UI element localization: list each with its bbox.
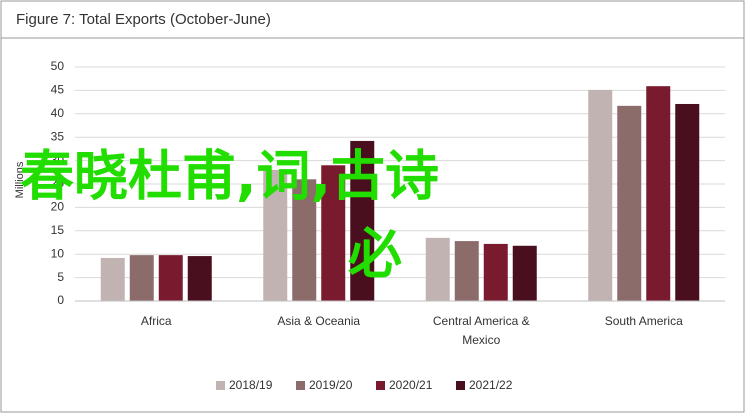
bar [129, 255, 154, 301]
y-tick-label: 5 [57, 270, 64, 284]
bar [263, 169, 288, 301]
legend-label: 2020/21 [389, 378, 433, 392]
y-tick-label: 30 [51, 153, 65, 167]
bar [588, 89, 613, 301]
y-tick-label: 25 [51, 176, 65, 190]
legend-swatch [376, 381, 385, 390]
bar [425, 237, 450, 301]
legend-label: 2021/22 [469, 378, 513, 392]
bar [646, 86, 671, 301]
x-tick-label: Asia & Oceania [277, 314, 360, 328]
legend-label: 2019/20 [309, 378, 353, 392]
bar [158, 255, 183, 301]
legend-label: 2018/19 [229, 378, 273, 392]
x-tick-label: Central America & Mexico [433, 314, 530, 347]
bar [454, 241, 479, 301]
legend-swatch [296, 381, 305, 390]
bar [100, 257, 125, 301]
chart-title: Figure 7: Total Exports (October-June) [16, 11, 271, 28]
overlay-text: 春晓杜甫,词,古诗 [20, 145, 439, 208]
y-tick-label: 0 [57, 293, 64, 307]
legend-swatch [216, 381, 225, 390]
bar [350, 140, 375, 301]
bar [617, 105, 642, 302]
bar [292, 179, 317, 301]
y-tick-label: 40 [51, 106, 65, 120]
y-tick-label: 50 [51, 59, 65, 73]
y-axis-label: Millions [14, 161, 26, 198]
y-tick-label: 35 [51, 129, 65, 143]
bar [675, 103, 700, 301]
overlay-text: 必 [348, 223, 402, 286]
y-tick-label: 20 [51, 200, 65, 214]
bar [187, 256, 212, 301]
x-tick-label: South America [605, 314, 683, 328]
bar [512, 245, 537, 301]
legend-swatch [456, 381, 465, 390]
bar [321, 165, 346, 301]
y-tick-label: 10 [51, 246, 65, 260]
y-tick-label: 45 [51, 83, 65, 97]
x-tick-label: Africa [141, 314, 172, 328]
y-tick-label: 15 [51, 223, 65, 237]
bar [483, 243, 508, 301]
